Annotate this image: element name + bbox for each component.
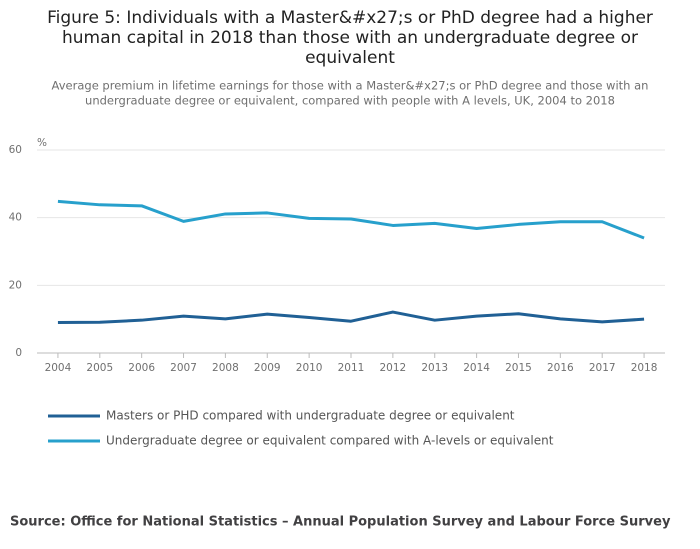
x-tick-label: 2009 — [254, 362, 281, 374]
x-tick-label: 2018 — [631, 362, 658, 374]
x-tick-label: 2010 — [296, 362, 323, 374]
x-tick-label: 2006 — [128, 362, 155, 374]
chart-subtitle: Average premium in lifetime earnings for… — [52, 79, 649, 93]
legend-label: Masters or PHD compared with undergradua… — [106, 409, 515, 423]
x-tick-label: 2004 — [45, 362, 72, 374]
x-tick-label: 2013 — [421, 362, 448, 374]
x-tick-label: 2017 — [589, 362, 616, 374]
y-tick-label: 0 — [15, 347, 22, 359]
y-axis-label: % — [37, 137, 47, 149]
y-tick-label: 20 — [9, 279, 22, 291]
x-tick-label: 2008 — [212, 362, 239, 374]
y-tick-label: 40 — [9, 212, 22, 224]
x-tick-label: 2012 — [379, 362, 406, 374]
x-tick-label: 2007 — [170, 362, 197, 374]
chart-title: Figure 5: Individuals with a Master&#x27… — [47, 8, 653, 28]
chart-title: human capital in 2018 than those with an… — [62, 28, 638, 48]
x-tick-label: 2015 — [505, 362, 532, 374]
series-line — [57, 199, 645, 240]
x-tick-label: 2014 — [463, 362, 490, 374]
chart-title: equivalent — [305, 48, 395, 68]
source: Source: Office for National Statistics –… — [10, 515, 671, 530]
chart-subtitle: undergraduate degree or equivalent, comp… — [85, 94, 615, 108]
x-tick-label: 2016 — [547, 362, 574, 374]
x-tick-label: 2011 — [338, 362, 365, 374]
y-tick-label: 60 — [9, 144, 22, 156]
x-tick-label: 2005 — [86, 362, 113, 374]
series-line — [57, 310, 645, 325]
legend-label: Undergraduate degree or equivalent compa… — [106, 434, 554, 448]
